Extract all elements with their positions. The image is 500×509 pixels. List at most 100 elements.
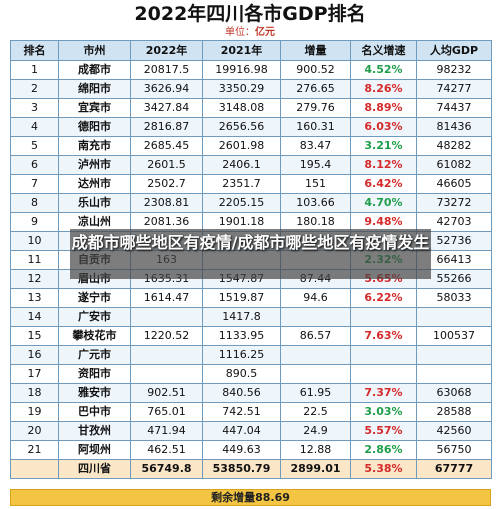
per-capita-cell xyxy=(416,364,492,384)
growth-rate-cell: 6.03% xyxy=(350,117,417,137)
gdp-2021-cell: 890.5 xyxy=(202,364,281,384)
growth-rate-cell: 8.26% xyxy=(350,79,417,99)
city-cell: 广安市 xyxy=(58,307,131,327)
gdp-2022-cell xyxy=(130,307,203,327)
gdp-2021-cell: 840.56 xyxy=(202,383,281,403)
increase-cell: 276.65 xyxy=(280,79,351,99)
increase-cell xyxy=(280,364,351,384)
per-capita-cell: 98232 xyxy=(416,60,492,80)
increase-cell xyxy=(280,345,351,365)
gdp-2021-cell: 2406.1 xyxy=(202,155,281,175)
gdp-2022-cell: 2502.7 xyxy=(130,174,203,194)
table-row: 4 德阳市 2816.87 2656.56 160.31 6.03% 81436 xyxy=(10,117,492,137)
gdp-2022-cell: 2685.45 xyxy=(130,136,203,156)
per-capita-cell: 46605 xyxy=(416,174,492,194)
gdp-2022-cell: 3427.84 xyxy=(130,98,203,118)
growth-rate-cell xyxy=(350,307,417,327)
growth-rate-cell: 8.89% xyxy=(350,98,417,118)
increase-cell: 24.9 xyxy=(280,421,351,441)
gdp-2022-cell: 471.94 xyxy=(130,421,203,441)
increase-cell: 151 xyxy=(280,174,351,194)
table-row: 7 达州市 2502.7 2351.7 151 6.42% 46605 xyxy=(10,174,492,194)
gdp-2021-cell: 1417.8 xyxy=(202,307,281,327)
rank-cell: 12 xyxy=(10,269,59,289)
rank-cell: 1 xyxy=(10,60,59,80)
gdp-2022-cell xyxy=(130,364,203,384)
increase-cell: 12.88 xyxy=(280,440,351,460)
column-header-growth-rate: 名义增速 xyxy=(350,40,417,61)
table-row: 15 攀枝花市 1220.52 1133.95 86.57 7.63% 100537 xyxy=(10,326,492,346)
table-row: 5 南充市 2685.45 2601.98 83.47 3.21% 48282 xyxy=(10,136,492,156)
rank-cell: 7 xyxy=(10,174,59,194)
rank-cell: 8 xyxy=(10,193,59,213)
rank-cell: 5 xyxy=(10,136,59,156)
gdp-2021-cell: 742.51 xyxy=(202,402,281,422)
gdp-2022-cell: 3626.94 xyxy=(130,79,203,99)
growth-rate-cell: 5.57% xyxy=(350,421,417,441)
per-capita-cell: 28588 xyxy=(416,402,492,422)
growth-rate-cell: 2.86% xyxy=(350,440,417,460)
city-cell: 阿坝州 xyxy=(58,440,131,460)
city-cell: 达州市 xyxy=(58,174,131,194)
table-row: 16 广元市 1116.25 xyxy=(10,345,492,365)
increase-cell: 195.4 xyxy=(280,155,351,175)
rank-cell: 11 xyxy=(10,250,59,270)
growth-rate-cell: 7.63% xyxy=(350,326,417,346)
increase-cell: 83.47 xyxy=(280,136,351,156)
rank-cell: 2 xyxy=(10,79,59,99)
per-capita-cell: 74277 xyxy=(416,79,492,99)
rank-cell: 15 xyxy=(10,326,59,346)
increase-cell: 900.52 xyxy=(280,60,351,80)
gdp-2022-cell: 765.01 xyxy=(130,402,203,422)
rank-cell: 9 xyxy=(10,212,59,232)
city-cell: 南充市 xyxy=(58,136,131,156)
gdp-2021-cell: 1116.25 xyxy=(202,345,281,365)
gdp-2021-cell: 19916.98 xyxy=(202,60,281,80)
table-header-row: 排名 市州 2022年 2021年 增量 名义增速 人均GDP xyxy=(10,40,492,61)
gdp-2022-cell: 2601.5 xyxy=(130,155,203,175)
city-cell: 雅安市 xyxy=(58,383,131,403)
rank-cell: 18 xyxy=(10,383,59,403)
rank-cell: 6 xyxy=(10,155,59,175)
table-row: 8 乐山市 2308.81 2205.15 103.66 4.70% 73272 xyxy=(10,193,492,213)
increase-cell: 22.5 xyxy=(280,402,351,422)
gdp-2021-cell: 2351.7 xyxy=(202,174,281,194)
column-header-city: 市州 xyxy=(58,40,131,61)
growth-rate-cell xyxy=(350,364,417,384)
rank-cell: 4 xyxy=(10,117,59,137)
gdp-2022-cell: 462.51 xyxy=(130,440,203,460)
per-capita-cell: 73272 xyxy=(416,193,492,213)
per-capita-cell: 42703 xyxy=(416,212,492,232)
unit-prefix: 单位： xyxy=(225,27,255,38)
column-header-per-capita: 人均GDP xyxy=(416,40,492,61)
per-capita-cell: 63068 xyxy=(416,383,492,403)
city-cell: 乐山市 xyxy=(58,193,131,213)
increase-cell: 94.6 xyxy=(280,288,351,308)
increase-cell: 61.95 xyxy=(280,383,351,403)
table-row: 9 凉山州 2081.36 1901.18 180.18 9.48% 42703 xyxy=(10,212,492,232)
rank-cell: 10 xyxy=(10,231,59,251)
increase-cell: 160.31 xyxy=(280,117,351,137)
rank-cell: 14 xyxy=(10,307,59,327)
gdp-2021-cell: 3148.08 xyxy=(202,98,281,118)
gdp-2021-cell: 2205.15 xyxy=(202,193,281,213)
city-cell: 绵阳市 xyxy=(58,79,131,99)
growth-rate-cell: 8.12% xyxy=(350,155,417,175)
gdp-2022-cell: 20817.5 xyxy=(130,60,203,80)
city-cell: 成都市 xyxy=(58,60,131,80)
gdp-2021-cell: 2601.98 xyxy=(202,136,281,156)
rank-cell: 19 xyxy=(10,402,59,422)
table-row: 1 成都市 20817.5 19916.98 900.52 4.52% 98232 xyxy=(10,60,492,80)
table-row: 3 宜宾市 3427.84 3148.08 279.76 8.89% 74437 xyxy=(10,98,492,118)
per-capita-cell: 74437 xyxy=(416,98,492,118)
growth-rate-cell: 3.03% xyxy=(350,402,417,422)
per-capita-cell: 55266 xyxy=(416,269,492,289)
per-capita-cell: 61082 xyxy=(416,155,492,175)
gdp-2021-cell: 447.04 xyxy=(202,421,281,441)
table-total-row: 四川省 56749.8 53850.79 2899.01 5.38% 67777 xyxy=(10,459,492,479)
gdp-2022-cell: 2308.81 xyxy=(130,193,203,213)
growth-rate-cell: 5.38% xyxy=(350,459,417,479)
gdp-2022-cell: 2816.87 xyxy=(130,117,203,137)
table-row: 19 巴中市 765.01 742.51 22.5 3.03% 28588 xyxy=(10,402,492,422)
city-cell: 德阳市 xyxy=(58,117,131,137)
